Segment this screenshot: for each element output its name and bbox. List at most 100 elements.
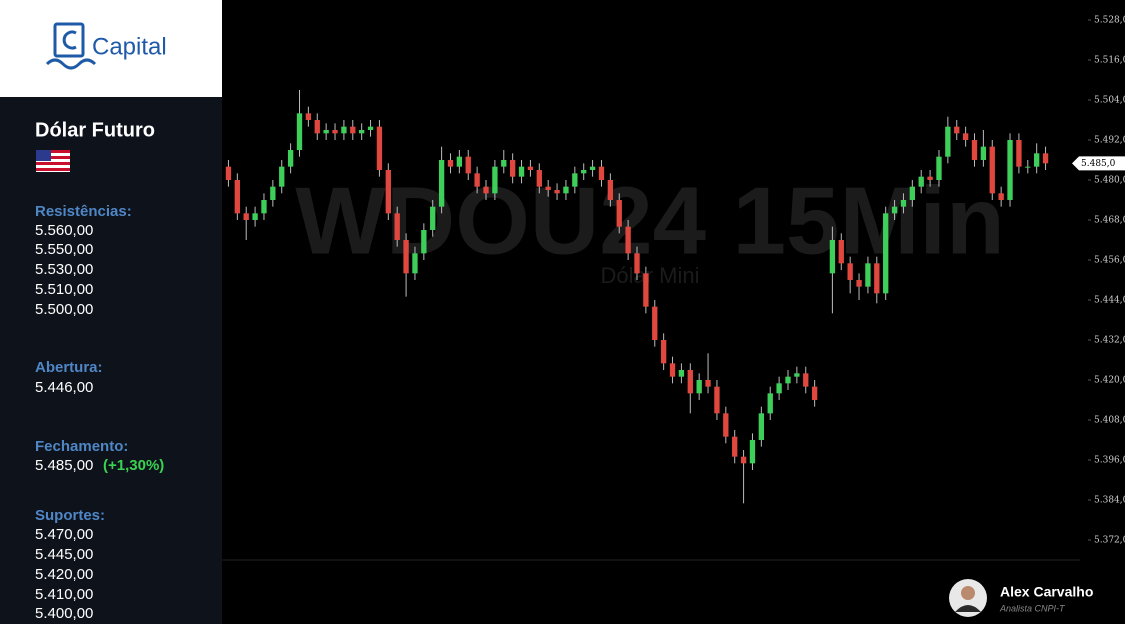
y-tick-label: 5.384,0 [1094, 496, 1125, 506]
closing-value: 5.485,00 [35, 457, 93, 474]
candle-body [474, 173, 479, 186]
candle-body [492, 167, 497, 194]
candle-body [483, 187, 488, 194]
candle-body [332, 130, 337, 133]
candle-body [466, 157, 471, 174]
candle-body [830, 240, 835, 273]
author-role: Analista CNPI-T [999, 603, 1066, 613]
support-level: 5.445,00 [35, 546, 93, 563]
candle-body [759, 413, 764, 440]
candle-body [599, 167, 604, 180]
y-tick-label: 5.372,0 [1094, 536, 1125, 546]
candle-body [226, 167, 231, 180]
candle-body [972, 140, 977, 160]
candle-body [261, 200, 266, 213]
candle-body [457, 157, 462, 167]
candle-body [750, 440, 755, 463]
candle-body [705, 380, 710, 387]
candle-body [785, 377, 790, 384]
candle-body [981, 147, 986, 160]
y-tick-label: 5.528,0 [1094, 16, 1125, 26]
candle-body [794, 373, 799, 376]
candle-body [270, 187, 275, 200]
candle-body [421, 230, 426, 253]
candle-body [590, 167, 595, 170]
candle-body [901, 200, 906, 207]
candle-body [252, 213, 257, 220]
candle-body [297, 113, 302, 150]
candle-body [323, 130, 328, 133]
opening-value: 5.446,00 [35, 379, 93, 396]
candle-body [244, 213, 249, 220]
candle-body [910, 187, 915, 200]
supports-label: Suportes: [35, 507, 105, 524]
candle-body [856, 280, 861, 287]
candle-body [306, 113, 311, 120]
y-tick-label: 5.468,0 [1094, 216, 1125, 226]
candle-body [617, 200, 622, 227]
candle-body [368, 127, 373, 130]
candle-body [1025, 167, 1030, 168]
logo-text: Capital [92, 33, 167, 60]
candle-body [776, 383, 781, 393]
candle-body [359, 130, 364, 133]
closing-change: (+1,30%) [103, 457, 164, 474]
candle-body [768, 393, 773, 413]
screen: Capital Dólar Futuro Resistências: 5.560… [0, 0, 1125, 624]
support-level: 5.420,00 [35, 566, 93, 583]
resistance-level: 5.550,00 [35, 241, 93, 258]
candle-body [714, 387, 719, 414]
candle-body [350, 127, 355, 134]
author-name: Alex Carvalho [1000, 584, 1093, 600]
candle-body [235, 180, 240, 213]
candle-body [803, 373, 808, 386]
candle-body [732, 437, 737, 457]
candle-body [1007, 140, 1012, 200]
asset-title: Dólar Futuro [35, 119, 155, 141]
y-tick-label: 5.408,0 [1094, 416, 1125, 426]
candle-body [519, 167, 524, 177]
candle-body [625, 227, 630, 254]
candle-body [945, 127, 950, 157]
support-level: 5.400,00 [35, 605, 93, 622]
candle-body [874, 263, 879, 293]
candle-body [892, 207, 897, 214]
y-tick-label: 5.432,0 [1094, 336, 1125, 346]
candle-body [554, 190, 559, 193]
candle-body [581, 170, 586, 173]
candle-body [412, 253, 417, 273]
candle-body [386, 170, 391, 213]
candle-body [341, 127, 346, 134]
candle-body [954, 127, 959, 134]
y-tick-label: 5.444,0 [1094, 296, 1125, 306]
candle-body [643, 273, 648, 306]
candle-body [723, 413, 728, 436]
candle-body [1034, 153, 1039, 166]
watermark: WDOU24 15Min [295, 167, 1004, 274]
candle-body [990, 147, 995, 194]
candle-body [661, 340, 666, 363]
candle-body [936, 157, 941, 180]
candle-body [839, 240, 844, 263]
y-tick-label: 5.396,0 [1094, 456, 1125, 466]
candle-body [377, 127, 382, 170]
candle-body [847, 263, 852, 280]
candle-body [546, 187, 551, 190]
candle-body [608, 180, 613, 200]
candle-body [963, 133, 968, 140]
y-tick-label: 5.492,0 [1094, 136, 1125, 146]
us-flag [36, 150, 70, 172]
candle-body [1016, 140, 1021, 167]
candle-body [510, 160, 515, 177]
support-level: 5.470,00 [35, 526, 93, 543]
candle-body [688, 370, 693, 393]
candle-body [448, 160, 453, 167]
resistance-level: 5.500,00 [35, 301, 93, 318]
author-badge [949, 579, 987, 617]
candle-body [395, 213, 400, 240]
candle-body [315, 120, 320, 133]
candle-body [652, 307, 657, 340]
candle-body [927, 177, 932, 180]
support-level: 5.410,00 [35, 586, 93, 603]
candle-body [288, 150, 293, 167]
